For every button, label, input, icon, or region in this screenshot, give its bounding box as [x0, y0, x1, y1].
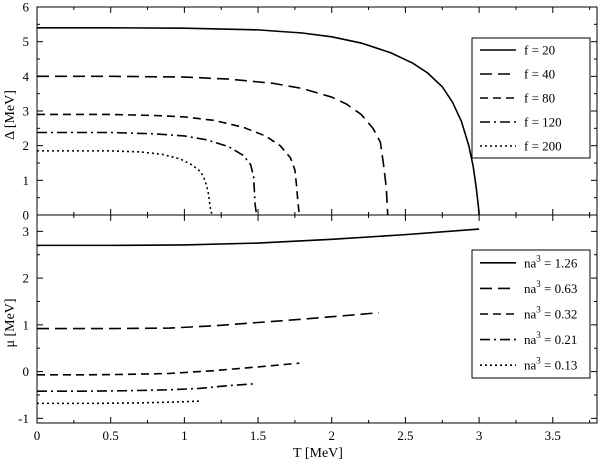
plot-frame — [36, 214, 598, 424]
legend-label: f = 120 — [524, 115, 562, 130]
delta-axis-label: Δ [MeV] — [3, 90, 18, 140]
series-line-0-1 — [37, 75, 389, 216]
series-line-1-1 — [37, 311, 379, 330]
legend-label: na3 = 0.21 — [524, 330, 577, 347]
y-tick-label: 1 — [23, 173, 30, 188]
legend-label: f = 80 — [524, 91, 555, 106]
legend-label: f = 40 — [524, 67, 555, 82]
y-tick-label: 2 — [23, 138, 30, 153]
mu-panel: 0 0.5 1 1.5 2 2.5 3 3.5 -1 0 1 2 3 na3 = 1.26 na3 = 0.… — [18, 214, 598, 443]
legend-box — [471, 249, 591, 379]
series-line-1-0 — [37, 228, 480, 247]
legend-label: na3 = 0.63 — [524, 279, 577, 296]
legend-label: na3 = 0.32 — [524, 305, 577, 322]
legend-label: na3 = 0.13 — [524, 356, 577, 373]
temperature-axis-label: T [MeV] — [293, 446, 343, 461]
x-tick-label: 0.5 — [103, 428, 119, 443]
y-tick-label: 4 — [23, 69, 30, 84]
series-line-1-4 — [37, 400, 203, 405]
y-tick-label: 3 — [23, 104, 30, 119]
series-line-0-0 — [37, 27, 480, 216]
legend-label: f = 20 — [524, 43, 555, 58]
mu-axis-label: μ [MeV] — [3, 298, 18, 347]
series-line-0-3 — [37, 131, 258, 216]
series-line-1-2 — [37, 362, 300, 376]
legend-label: na3 = 1.26 — [524, 253, 578, 270]
series-line-0-2 — [37, 113, 301, 216]
x-tick-label: 1 — [181, 428, 188, 443]
y-tick-label: 5 — [23, 34, 30, 49]
y-tick-label: 3 — [23, 224, 30, 239]
legend-label: f = 200 — [524, 139, 562, 154]
x-tick-label: 3 — [476, 428, 483, 443]
delta-panel: 0 1 2 3 4 5 6 f = 20 f = 40 f = 80 f = 120 f = 200 — [23, 0, 598, 223]
y-tick-label: 0 — [23, 208, 30, 223]
x-tick-label: 1.5 — [250, 428, 266, 443]
x-tick-label: 2 — [328, 428, 335, 443]
y-tick-label: 2 — [23, 271, 30, 286]
y-tick-label: 0 — [23, 364, 30, 379]
y-tick-label: 6 — [23, 0, 30, 15]
x-tick-label: 3.5 — [545, 428, 561, 443]
y-tick-label: 1 — [23, 317, 30, 332]
series-line-0-4 — [37, 150, 214, 216]
x-tick-label: 2.5 — [397, 428, 413, 443]
x-tick-label: 0 — [34, 428, 41, 443]
legend-box — [471, 37, 591, 159]
y-tick-label: -1 — [18, 411, 29, 426]
series-line-1-3 — [37, 382, 256, 393]
